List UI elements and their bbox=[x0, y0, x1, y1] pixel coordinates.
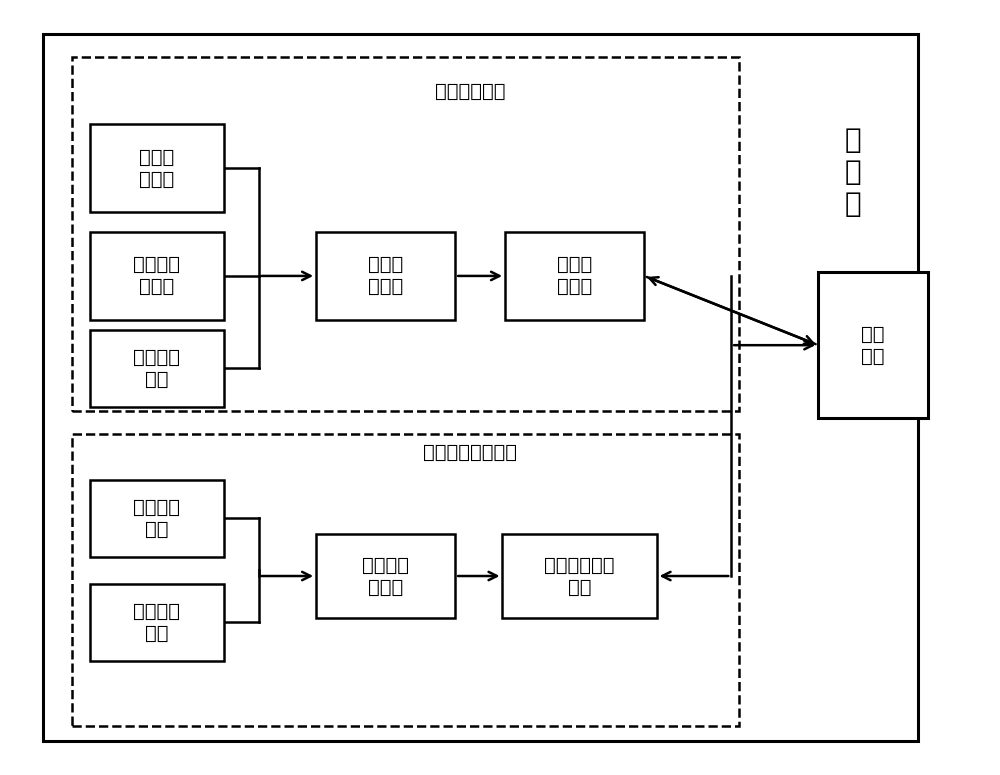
Text: 加热除湿控制模块: 加热除湿控制模块 bbox=[423, 443, 517, 463]
Bar bbox=[90, 584, 224, 660]
Text: 温差计算
单元: 温差计算 单元 bbox=[133, 348, 180, 389]
Text: 温度测量
单元: 温度测量 单元 bbox=[133, 498, 180, 539]
Bar bbox=[72, 57, 739, 411]
Bar bbox=[90, 124, 224, 212]
Bar bbox=[72, 434, 739, 726]
Bar bbox=[43, 33, 918, 742]
Text: 温湿度调
节单元: 温湿度调 节单元 bbox=[362, 556, 409, 597]
Text: 加热除湿控制
单元: 加热除湿控制 单元 bbox=[544, 556, 615, 597]
Text: 湿度测量
单元: 湿度测量 单元 bbox=[133, 601, 180, 642]
Bar bbox=[316, 232, 455, 320]
Bar bbox=[90, 480, 224, 556]
Text: 换热量控
制单元: 换热量控 制单元 bbox=[133, 256, 180, 296]
Bar bbox=[818, 272, 928, 418]
Bar bbox=[316, 534, 455, 618]
Bar bbox=[90, 330, 224, 407]
Text: 控
制
板: 控 制 板 bbox=[845, 126, 861, 219]
Text: 监控
中心: 监控 中心 bbox=[861, 325, 885, 366]
Bar bbox=[90, 232, 224, 320]
Text: 性能监控模块: 性能监控模块 bbox=[435, 82, 505, 101]
Bar bbox=[502, 534, 657, 618]
Text: 性能评
估单元: 性能评 估单元 bbox=[368, 256, 403, 296]
Text: 转速控
制单元: 转速控 制单元 bbox=[139, 148, 175, 188]
Bar bbox=[505, 232, 644, 320]
Text: 阻塞告
警单元: 阻塞告 警单元 bbox=[557, 256, 592, 296]
